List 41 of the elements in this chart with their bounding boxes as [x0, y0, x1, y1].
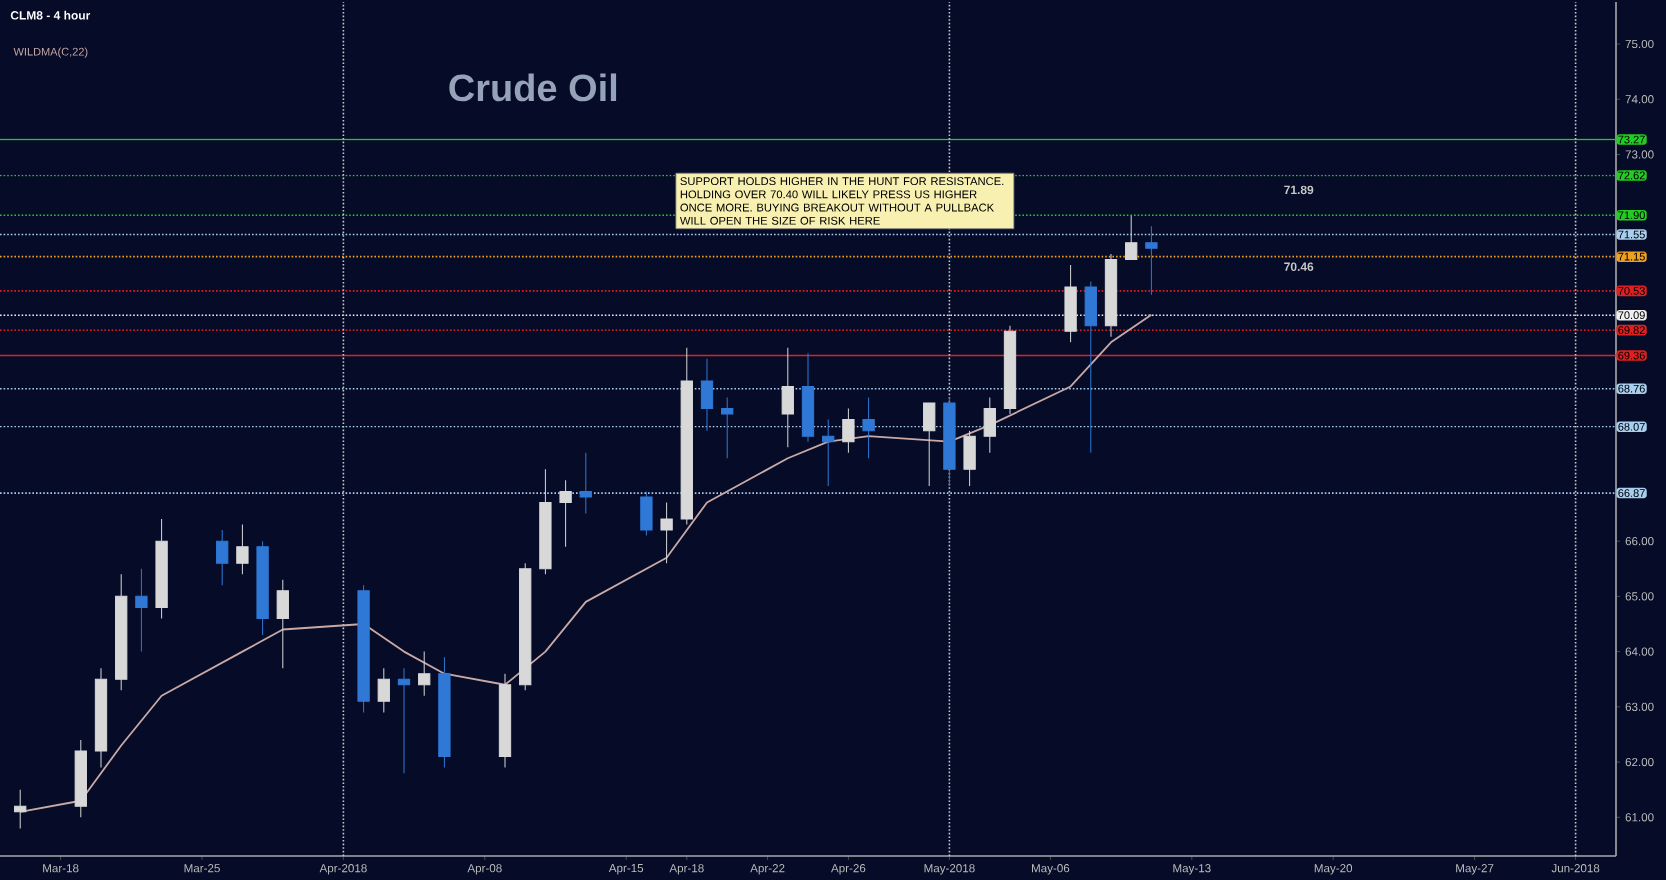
- candlestick: [963, 430, 976, 487]
- candlestick: [1084, 281, 1097, 454]
- candlestick: [579, 452, 592, 515]
- candlestick: [1104, 253, 1118, 338]
- candlestick: [1145, 225, 1158, 296]
- candlestick: [438, 656, 451, 769]
- candlestick: [1003, 325, 1017, 415]
- candlestick: [842, 408, 855, 454]
- candlestick: [14, 789, 27, 829]
- text: Crude Oil: [449, 73, 617, 102]
- candlestick: [115, 573, 128, 691]
- candlestick: [801, 352, 815, 443]
- candlestick: [862, 397, 875, 459]
- candlestick: [983, 397, 996, 454]
- candlestick: [700, 358, 714, 432]
- candlestick: [943, 397, 956, 487]
- candlestick: [519, 562, 532, 691]
- candlestick: [1064, 264, 1077, 343]
- candlestick: [357, 584, 370, 713]
- candlestick: [721, 397, 734, 459]
- candlestick: [660, 501, 673, 564]
- candlestick: [640, 490, 653, 537]
- candlestick: [418, 651, 431, 697]
- candlestick: [216, 529, 229, 586]
- candlestick: [539, 468, 552, 575]
- candlestick: [94, 667, 108, 769]
- candlestick: [256, 540, 269, 636]
- candlestick: [74, 739, 87, 818]
- candlestick: [135, 568, 148, 653]
- candlestick: [1125, 215, 1138, 260]
- candlestick: [155, 518, 168, 619]
- candlestick: [923, 402, 936, 487]
- candlestick: [822, 419, 835, 487]
- candlestick: [680, 347, 693, 526]
- candlestick: [559, 479, 572, 548]
- candlestick: [236, 524, 249, 575]
- candlestick: [397, 667, 411, 774]
- candlestick: [498, 673, 512, 769]
- candlestick: [781, 347, 794, 448]
- candlestick: [276, 579, 289, 669]
- candlestick: [377, 667, 390, 713]
